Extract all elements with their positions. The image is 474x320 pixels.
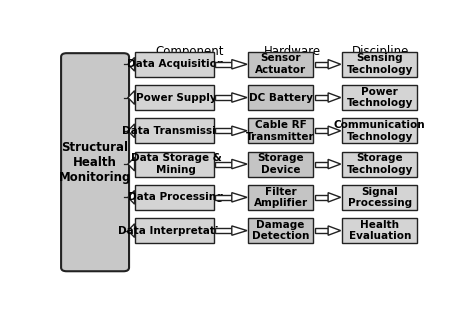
Polygon shape [315,62,328,67]
Polygon shape [128,157,135,171]
Text: Data Storage &
Mining: Data Storage & Mining [130,153,221,175]
Text: DC Battery: DC Battery [248,92,312,102]
Text: Data Interpretation: Data Interpretation [118,226,234,236]
FancyBboxPatch shape [342,118,418,143]
Text: Hardware: Hardware [264,44,321,58]
Polygon shape [315,128,328,133]
FancyBboxPatch shape [342,52,418,77]
FancyBboxPatch shape [135,218,213,243]
FancyBboxPatch shape [135,185,213,210]
FancyBboxPatch shape [248,185,313,210]
Polygon shape [128,190,135,204]
Polygon shape [215,228,232,233]
FancyBboxPatch shape [248,85,313,110]
Text: Sensing
Technology: Sensing Technology [346,53,413,75]
Text: Storage
Technology: Storage Technology [346,153,413,175]
FancyBboxPatch shape [248,218,313,243]
Text: Sensor
Actuator: Sensor Actuator [255,53,306,75]
Polygon shape [215,195,232,200]
Polygon shape [315,162,328,166]
Polygon shape [328,93,341,102]
Text: Power Supply: Power Supply [136,92,216,102]
Polygon shape [232,193,247,202]
FancyBboxPatch shape [135,152,213,177]
Text: Signal
Processing: Signal Processing [348,187,412,208]
FancyBboxPatch shape [61,53,129,271]
Polygon shape [215,162,232,166]
Text: Filter
Amplifier: Filter Amplifier [254,187,308,208]
Polygon shape [215,95,232,100]
Polygon shape [128,224,135,237]
Polygon shape [315,195,328,200]
Text: Storage
Device: Storage Device [257,153,304,175]
Text: Structural
Health
Monitoring: Structural Health Monitoring [59,141,131,184]
Polygon shape [128,91,135,104]
Text: Communication
Technology: Communication Technology [334,120,426,141]
Polygon shape [328,126,341,135]
FancyBboxPatch shape [135,118,213,143]
Polygon shape [232,126,247,135]
Polygon shape [215,128,232,133]
Text: Power
Technology: Power Technology [346,87,413,108]
FancyBboxPatch shape [342,152,418,177]
Text: Data Transmission: Data Transmission [122,126,230,136]
FancyBboxPatch shape [342,85,418,110]
Polygon shape [315,95,328,100]
Polygon shape [328,226,341,235]
FancyBboxPatch shape [248,152,313,177]
Polygon shape [315,228,328,233]
FancyBboxPatch shape [248,52,313,77]
Polygon shape [232,60,247,69]
Text: Health
Evaluation: Health Evaluation [348,220,411,241]
Polygon shape [328,159,341,169]
Text: Damage
Detection: Damage Detection [252,220,309,241]
Polygon shape [232,93,247,102]
Polygon shape [232,226,247,235]
Polygon shape [232,159,247,169]
Text: Data Acquisition: Data Acquisition [127,59,225,69]
FancyBboxPatch shape [342,218,418,243]
Text: Component: Component [155,44,224,58]
Polygon shape [328,193,341,202]
FancyBboxPatch shape [135,85,213,110]
Text: Discipline: Discipline [352,44,410,58]
Polygon shape [128,124,135,138]
Polygon shape [215,62,232,67]
Text: Cable RF
Transmitter: Cable RF Transmitter [246,120,315,141]
Polygon shape [128,57,135,71]
Polygon shape [328,60,341,69]
FancyBboxPatch shape [342,185,418,210]
FancyBboxPatch shape [248,118,313,143]
FancyBboxPatch shape [135,52,213,77]
Text: Data Processing: Data Processing [128,192,224,202]
